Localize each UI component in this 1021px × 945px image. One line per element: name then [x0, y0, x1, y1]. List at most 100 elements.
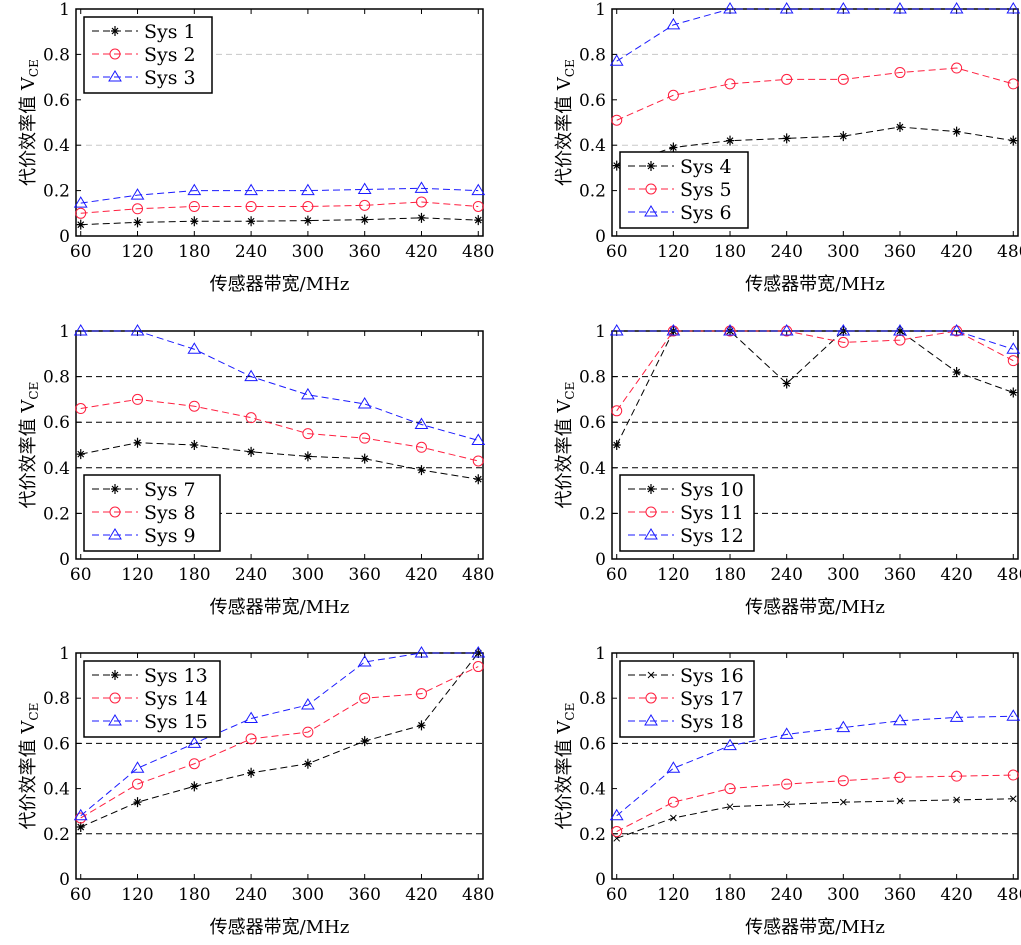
y-tick-label: 0.4 [43, 459, 70, 479]
x-marker [647, 671, 655, 679]
legend-box [619, 474, 755, 552]
star-marker [247, 767, 256, 778]
triangle-marker [1006, 709, 1021, 721]
star-marker [474, 474, 483, 485]
star-marker [1009, 135, 1018, 146]
circle-marker [667, 89, 679, 101]
x-tick-label: 420 [940, 565, 972, 585]
y-axis-label-main: 代价效率值 V [554, 720, 575, 830]
star-marker [133, 797, 142, 808]
triangle-marker [609, 808, 624, 821]
x-tick-label: 420 [940, 242, 972, 262]
x-tick-label: 180 [178, 565, 210, 585]
y-tick-label: 0.2 [579, 825, 606, 845]
x-marker [783, 801, 791, 808]
x-marker [896, 797, 904, 805]
x-tick-label: 120 [121, 242, 153, 262]
triangle-marker [73, 808, 88, 821]
y-tick-label: 0.4 [579, 780, 606, 800]
circle-marker [472, 200, 484, 212]
legend-label: Sys 18 [680, 711, 744, 733]
y-axis-label-subscript: CE [563, 59, 577, 77]
y-tick-label: 1 [59, 0, 70, 20]
x-marker [670, 814, 677, 822]
star-marker [76, 219, 85, 230]
legend-label: Sys 12 [680, 525, 744, 547]
x-marker [839, 798, 847, 806]
star-marker [360, 736, 369, 747]
circle-marker [109, 506, 121, 518]
x-tick-label: 480 [997, 565, 1021, 585]
x-tick-label: 120 [121, 565, 153, 585]
circle-marker [302, 200, 314, 212]
y-axis-label: 代价效率值 VCE [18, 703, 41, 830]
series-sys-2 [75, 196, 484, 219]
triangle-marker [609, 324, 624, 336]
y-tick-label: 1 [595, 322, 606, 342]
legend-box [619, 660, 755, 738]
y-tick-label: 0 [59, 550, 70, 570]
triangle-marker [301, 698, 315, 710]
triangle-marker [244, 183, 258, 196]
subplot-2: 0 0.2 0.4 0.6 0.8 1 60 120 180 240 300 360 420 480 传感器… [554, 0, 1021, 295]
x-tick-label: 420 [405, 565, 437, 585]
x-axis-label: 传感器带宽/MHz [210, 274, 350, 295]
x-tick-label: 420 [405, 885, 437, 905]
triangle-marker [357, 655, 372, 667]
circle-marker [415, 196, 427, 208]
triangle-marker [357, 396, 372, 409]
circle-marker [1007, 769, 1019, 781]
subplot-1: 0 0.2 0.4 0.6 0.8 1 60 120 180 240 300 360 420 480 传感器… [18, 0, 494, 295]
circle-marker [611, 405, 623, 417]
x-tick-label: 60 [606, 242, 628, 262]
x-tick-label: 240 [770, 565, 802, 585]
circle-marker [132, 393, 144, 405]
circle-marker [611, 826, 623, 838]
triangle-marker [108, 528, 122, 540]
y-tick-label: 0.6 [43, 734, 70, 754]
triangle-marker [357, 182, 372, 194]
legend-label: Sys 8 [144, 502, 196, 524]
x-marker [726, 803, 734, 811]
x-tick-label: 300 [292, 565, 324, 585]
y-tick-label: 0.8 [579, 368, 606, 388]
star-marker [303, 451, 312, 462]
triangle-marker [130, 188, 145, 200]
x-tick-label: 480 [997, 885, 1021, 905]
circle-marker [894, 771, 906, 783]
x-marker [1009, 795, 1017, 803]
x-tick-label: 240 [235, 565, 267, 585]
circle-marker [611, 114, 623, 126]
circle-marker [781, 325, 793, 337]
series-sys-10 [612, 326, 1018, 450]
y-axis-label-subscript: CE [27, 59, 41, 77]
series-sys-15 [73, 646, 486, 821]
y-tick-label: 0.2 [579, 504, 606, 524]
star-marker [247, 216, 256, 227]
circle-marker [415, 441, 427, 453]
legend-label: Sys 11 [680, 502, 744, 524]
legend-label: Sys 13 [144, 665, 208, 687]
series-line [616, 330, 1014, 350]
y-axis-label-main: 代价效率值 V [554, 399, 575, 509]
legend-label: Sys 4 [680, 156, 732, 178]
triangle-marker [1006, 2, 1021, 14]
star-marker [474, 215, 483, 226]
circle-marker [302, 428, 314, 440]
triangle-marker [723, 2, 737, 14]
y-tick-label: 1 [595, 644, 606, 664]
star-marker [417, 720, 426, 731]
y-axis-label: 代价效率值 VCE [554, 703, 577, 830]
triangle-marker [108, 70, 122, 82]
y-axis-label-subscript: CE [563, 382, 577, 400]
circle-marker [667, 796, 679, 808]
y-tick-label: 0 [595, 227, 606, 247]
y-axis-label-main: 代价效率值 V [18, 720, 39, 830]
series-sys-1 [76, 212, 483, 230]
triangle-marker [644, 205, 658, 217]
star-marker [895, 122, 904, 133]
series-sys-18 [609, 709, 1021, 821]
